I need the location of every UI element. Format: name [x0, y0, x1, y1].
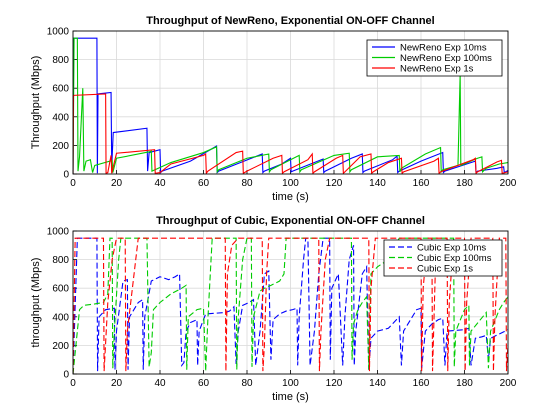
x-tick-label: 180	[456, 378, 473, 389]
series-line-1	[73, 237, 508, 374]
x-tick-label: 160	[413, 378, 430, 389]
y-tick-label: 1000	[47, 27, 70, 38]
y-tick-label: 0	[63, 370, 69, 381]
x-tick-label: 180	[456, 178, 473, 189]
chart-title: Throughput of NewReno, Exponential ON-OF…	[146, 15, 434, 27]
y-tick-label: 0	[63, 170, 69, 181]
y-axis-label: Throughput (Mbps)	[30, 56, 42, 150]
x-tick-label: 0	[70, 378, 76, 389]
legend-label-3: NewReno Exp 1s	[400, 64, 474, 75]
series-line-2	[73, 237, 508, 374]
legend-label-2: Cubic Exp 100ms	[417, 253, 492, 264]
x-tick-label: 140	[369, 378, 386, 389]
y-tick-label: 1000	[47, 227, 70, 238]
x-tick-label: 140	[369, 178, 386, 189]
x-tick-label: 200	[500, 378, 517, 389]
y-tick-label: 200	[52, 341, 69, 352]
series-line-3	[73, 237, 508, 374]
x-tick-label: 0	[70, 178, 76, 189]
legend-label-1: Cubic Exp 10ms	[417, 243, 486, 254]
y-tick-label: 800	[52, 55, 69, 66]
legend-label-1: NewReno Exp 10ms	[400, 43, 487, 54]
series-line-1	[73, 37, 508, 174]
x-axis-label: time (s)	[272, 391, 309, 403]
y-axis-label: throughput (Mbps)	[30, 258, 42, 348]
x-tick-label: 120	[326, 378, 343, 389]
x-tick-label: 100	[282, 378, 299, 389]
axes-box	[72, 230, 509, 375]
x-tick-label: 120	[326, 178, 343, 189]
axes-box	[72, 30, 509, 175]
x-tick-label: 80	[241, 378, 253, 389]
x-tick-label: 60	[198, 178, 210, 189]
legend-box	[383, 239, 503, 277]
y-tick-label: 200	[52, 141, 69, 152]
x-tick-label: 20	[111, 378, 123, 389]
chart-title: Throughput of Cubic, Exponential ON-OFF …	[156, 215, 425, 227]
x-tick-label: 40	[154, 378, 166, 389]
x-tick-label: 160	[413, 178, 430, 189]
legend-label-2: NewReno Exp 100ms	[400, 53, 492, 64]
series-line-3	[73, 93, 508, 174]
y-tick-label: 600	[52, 84, 69, 95]
y-tick-label: 800	[52, 255, 69, 266]
y-tick-label: 400	[52, 112, 69, 123]
x-axis-label: time (s)	[272, 191, 309, 203]
chart-2: 0 20 40 60 80 100 120 140 160 180 200 0 200 400 600 800…	[30, 215, 517, 403]
x-tick-label: 40	[154, 178, 166, 189]
y-tick-label: 400	[52, 312, 69, 323]
legend-label-3: Cubic Exp 1s	[417, 264, 473, 275]
y-tick-label: 600	[52, 284, 69, 295]
x-tick-label: 20	[111, 178, 123, 189]
x-tick-label: 200	[500, 178, 517, 189]
x-tick-label: 100	[282, 178, 299, 189]
chart-1: 0 20 40 60 80 100 120 140 160 180 200 0 200 400 600 800…	[30, 15, 517, 203]
x-tick-label: 60	[198, 378, 210, 389]
x-tick-label: 80	[241, 178, 253, 189]
